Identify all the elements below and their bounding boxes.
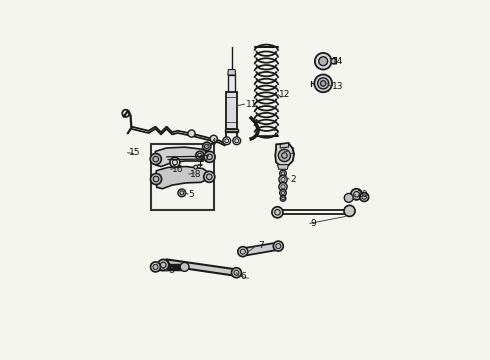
Circle shape <box>278 149 291 162</box>
Circle shape <box>196 151 204 159</box>
Circle shape <box>203 142 211 150</box>
Circle shape <box>314 75 332 92</box>
Text: 4: 4 <box>211 139 217 148</box>
Circle shape <box>351 189 362 200</box>
Text: 18: 18 <box>190 170 201 179</box>
Polygon shape <box>277 165 289 169</box>
Text: 12: 12 <box>279 90 290 99</box>
Polygon shape <box>280 143 289 148</box>
Circle shape <box>279 175 287 184</box>
Circle shape <box>273 241 283 251</box>
Circle shape <box>315 53 332 69</box>
Circle shape <box>204 171 215 183</box>
Circle shape <box>231 268 242 278</box>
Circle shape <box>150 153 161 165</box>
Circle shape <box>223 137 231 145</box>
Circle shape <box>188 130 195 137</box>
Circle shape <box>180 262 189 271</box>
Circle shape <box>319 57 328 66</box>
Circle shape <box>344 205 355 216</box>
Circle shape <box>210 135 217 143</box>
Polygon shape <box>167 260 237 276</box>
Circle shape <box>331 58 337 64</box>
Text: 2: 2 <box>290 175 295 184</box>
Polygon shape <box>228 69 236 75</box>
Text: 7: 7 <box>258 241 264 250</box>
Text: 9: 9 <box>311 219 317 228</box>
Bar <box>225 129 238 132</box>
Bar <box>226 92 237 129</box>
Text: 11: 11 <box>245 100 257 109</box>
Circle shape <box>280 196 286 201</box>
Circle shape <box>158 260 169 270</box>
Circle shape <box>204 151 215 162</box>
Circle shape <box>238 247 248 257</box>
Circle shape <box>344 193 353 202</box>
Text: 3: 3 <box>272 130 278 139</box>
Circle shape <box>360 193 368 202</box>
Text: 13: 13 <box>332 82 343 91</box>
Text: 1: 1 <box>290 147 295 156</box>
Bar <box>228 75 235 93</box>
Circle shape <box>280 190 286 196</box>
Text: 5: 5 <box>189 190 195 199</box>
Circle shape <box>320 81 326 86</box>
Circle shape <box>272 207 283 218</box>
Circle shape <box>194 165 197 169</box>
Text: 16: 16 <box>172 165 183 174</box>
Text: 14: 14 <box>332 57 343 66</box>
Polygon shape <box>155 167 210 189</box>
Text: 8: 8 <box>168 266 174 275</box>
Circle shape <box>178 189 186 197</box>
Polygon shape <box>331 57 337 64</box>
Polygon shape <box>275 143 294 167</box>
Polygon shape <box>155 147 210 167</box>
Circle shape <box>150 262 161 272</box>
Text: 6: 6 <box>240 271 246 280</box>
Circle shape <box>170 157 180 167</box>
Text: 17: 17 <box>198 155 210 164</box>
Text: 10: 10 <box>356 190 368 199</box>
Circle shape <box>280 170 286 177</box>
Circle shape <box>150 174 162 185</box>
Circle shape <box>233 137 241 145</box>
Text: 15: 15 <box>128 148 140 157</box>
Circle shape <box>318 78 329 89</box>
Bar <box>151 144 214 210</box>
Circle shape <box>279 183 287 191</box>
Polygon shape <box>243 243 279 255</box>
